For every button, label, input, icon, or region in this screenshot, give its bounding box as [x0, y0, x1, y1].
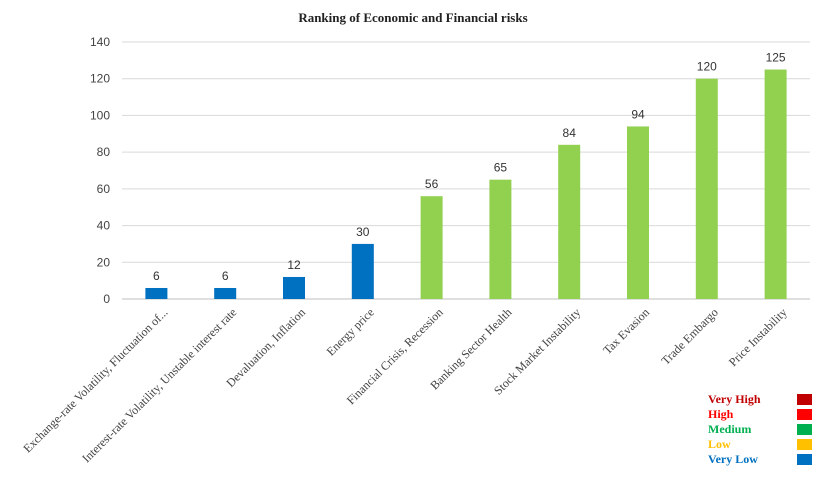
legend-label: High: [708, 407, 734, 421]
legend-swatch: [797, 454, 812, 465]
legend-label: Very High: [708, 392, 761, 406]
bars: [145, 69, 787, 300]
category-label: Price Instability: [726, 305, 790, 369]
y-tick-label: 0: [103, 292, 110, 306]
y-tick-label: 80: [97, 145, 111, 159]
data-label: 6: [153, 269, 160, 283]
legend: Very High High Medium Low Very Low: [708, 392, 812, 467]
category-label: Tax Evasion: [600, 305, 652, 357]
category-labels: Exchange-rate Volatility, Fluctuation of…: [20, 305, 789, 465]
legend-item: Very High: [708, 392, 812, 407]
legend-label: Low: [708, 437, 731, 451]
bar: [558, 144, 581, 299]
category-label: Exchange-rate Volatility, Fluctuation of…: [20, 305, 170, 455]
bar: [214, 287, 237, 299]
legend-swatch: [797, 409, 812, 420]
category-label: Interest-rate Volatility, Unstable inter…: [79, 305, 239, 465]
legend-label: Medium: [708, 422, 752, 436]
chart-title: Ranking of Economic and Financial risks: [298, 10, 527, 25]
data-label: 12: [287, 258, 301, 272]
legend-item: Low: [708, 437, 812, 452]
data-labels: 6 6 12 30 56 65 84 94 120 125: [153, 51, 786, 283]
bar: [627, 126, 649, 299]
data-label: 65: [494, 161, 508, 175]
data-label: 84: [563, 126, 577, 140]
bar: [764, 69, 787, 300]
bar: [489, 179, 512, 299]
y-axis-ticks: 0 20 40 60 80 100 120 140: [90, 35, 110, 306]
data-label: 6: [222, 269, 229, 283]
data-label: 120: [697, 60, 717, 74]
legend-label: Very Low: [708, 452, 758, 466]
legend-item: Very Low: [708, 452, 812, 467]
data-label: 94: [631, 107, 645, 121]
legend-item: High: [708, 407, 812, 422]
category-label: Trade Embargo: [658, 305, 720, 367]
bar: [145, 287, 168, 299]
legend-swatch: [797, 439, 812, 450]
data-label: 125: [766, 51, 786, 65]
legend-swatch: [797, 424, 812, 435]
data-label: 56: [425, 177, 439, 191]
legend-item: Medium: [708, 422, 812, 437]
y-tick-label: 20: [97, 255, 111, 269]
bar: [283, 276, 305, 299]
bar: [420, 196, 443, 299]
y-tick-label: 120: [90, 72, 110, 86]
gridlines: [122, 41, 810, 300]
y-tick-label: 140: [90, 35, 110, 49]
legend-swatch: [797, 394, 812, 405]
y-tick-label: 100: [90, 108, 110, 122]
category-label: Energy price: [324, 305, 377, 358]
y-tick-label: 40: [97, 219, 111, 233]
data-label: 30: [356, 225, 370, 239]
y-tick-label: 60: [97, 182, 111, 196]
bar: [695, 78, 718, 299]
bar: [351, 243, 374, 299]
